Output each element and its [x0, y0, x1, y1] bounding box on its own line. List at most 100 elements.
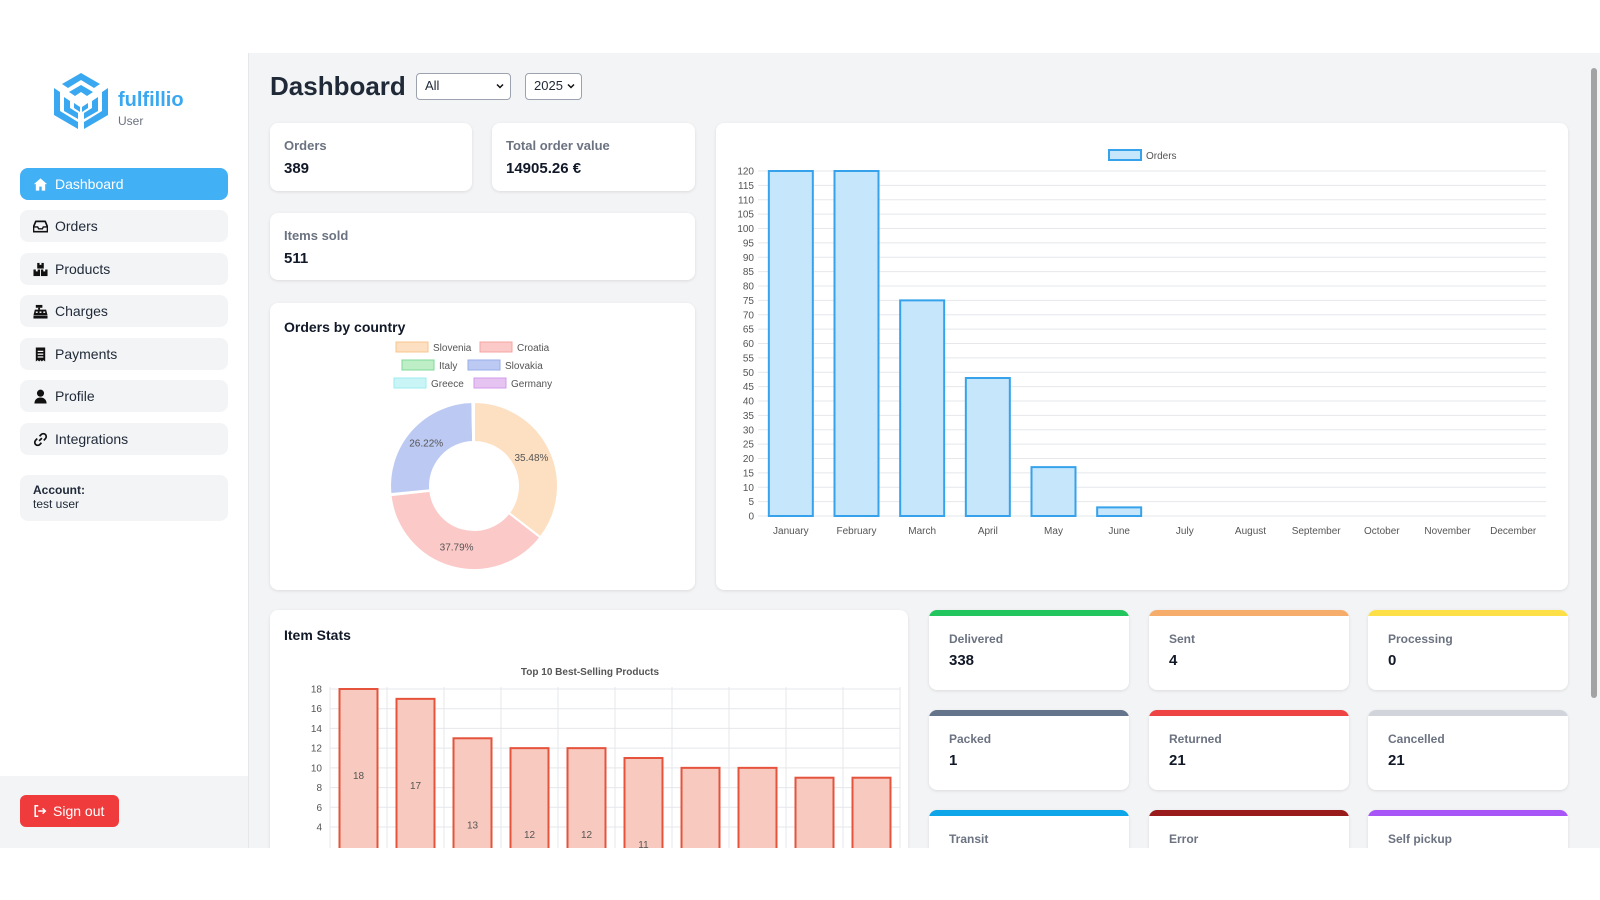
x-tick-label: August [1235, 526, 1266, 537]
bar [851, 776, 892, 848]
stat-label: Processing [1388, 632, 1453, 646]
legend-swatch [395, 341, 429, 353]
sign-out-icon [34, 804, 47, 818]
stat-label: Total order value [506, 138, 610, 153]
y-tick-label: 4 [316, 823, 322, 834]
filter-select[interactable]: All [416, 73, 511, 100]
y-tick-label: 115 [738, 181, 754, 192]
filter-select-value: All [425, 78, 440, 93]
stat-label: Returned [1169, 732, 1222, 746]
monthly-orders-chart: 0 5 10 15 20 25 30 35 40 45 50 55 60 65 70 75 80 85 90 95 10… [737, 149, 1546, 537]
status-card-returned: Returned 21 [1149, 710, 1349, 790]
stat-label: Transit [949, 832, 989, 846]
stat-label: Cancelled [1388, 732, 1445, 746]
y-tick-label: 100 [737, 224, 754, 235]
sidebar-item-label: Orders [55, 218, 98, 234]
y-tick-label: 40 [743, 397, 755, 408]
bar [794, 776, 835, 848]
bar [1096, 506, 1143, 517]
y-tick-label: 30 [743, 425, 755, 436]
bar-data-label: 12 [581, 830, 593, 841]
page-scrollbar[interactable] [1588, 53, 1600, 848]
y-tick-label: 120 [737, 167, 754, 178]
status-color-bar [929, 810, 1129, 816]
bar [395, 697, 436, 848]
y-tick-label: 8 [316, 783, 322, 794]
account-name: test user [33, 497, 80, 511]
monthly-orders-card: 0 5 10 15 20 25 30 35 40 45 50 55 60 65 70 75 80 85 90 95 10… [716, 123, 1568, 590]
bar-data-label: 12 [524, 830, 536, 841]
user-icon [34, 389, 47, 404]
x-tick-label: April [978, 526, 998, 537]
bar [1030, 466, 1077, 517]
brand-logo[interactable]: fulfillio User [54, 73, 184, 131]
scrollbar-thumb[interactable] [1591, 68, 1597, 698]
y-tick-label: 80 [743, 282, 755, 293]
status-card-transit: Transit [929, 810, 1129, 848]
y-tick-label: 15 [743, 468, 755, 479]
legend-swatch [401, 359, 435, 371]
y-tick-label: 25 [743, 440, 755, 451]
sidebar-item-payments[interactable]: Payments [20, 338, 228, 370]
sidebar-item-orders[interactable]: Orders [20, 210, 228, 242]
account-label: Account: [33, 483, 85, 497]
home-icon [33, 177, 48, 191]
x-tick-label: June [1108, 526, 1130, 537]
sidebar-item-dashboard[interactable]: Dashboard [20, 168, 228, 200]
legend-label: Germany [511, 379, 552, 390]
chevron-down-icon [496, 83, 504, 89]
sidebar-item-profile[interactable]: Profile [20, 380, 228, 412]
brand-name: fulfillio [118, 89, 184, 111]
sidebar-item-label: Integrations [55, 431, 129, 447]
stat-value: 338 [949, 652, 975, 669]
x-tick-label: May [1044, 526, 1063, 537]
y-tick-label: 90 [743, 253, 755, 264]
year-select[interactable]: 2025 [525, 73, 582, 100]
sidebar-item-label: Products [55, 261, 111, 277]
stat-label: Self pickup [1388, 832, 1453, 846]
bar [509, 747, 550, 848]
bar [833, 170, 880, 517]
y-tick-label: 55 [743, 353, 755, 364]
legend-label: Slovenia [433, 343, 472, 354]
card-title: Orders by country [284, 319, 406, 335]
app-viewport: fulfillio User Dashboard Orders Products… [0, 53, 1600, 848]
orders-stat-card: Orders 389 [270, 123, 472, 191]
x-tick-label: March [908, 526, 936, 537]
status-color-bar [1368, 810, 1568, 816]
status-card-sent: Sent 4 [1149, 610, 1349, 690]
status-card-processing: Processing 0 [1368, 610, 1568, 690]
sign-out-button[interactable]: Sign out [20, 795, 119, 827]
stat-label: Items sold [284, 228, 349, 243]
donut-slice [389, 489, 542, 571]
inbox-icon [33, 220, 48, 232]
sidebar-item-charges[interactable]: Charges [20, 295, 228, 327]
status-card-self-pickup: Self pickup [1368, 810, 1568, 848]
y-tick-label: 85 [743, 267, 755, 278]
cash-register-icon [33, 304, 48, 319]
sidebar-item-integrations[interactable]: Integrations [20, 423, 228, 455]
y-tick-label: 18 [311, 685, 323, 696]
page-title: Dashboard [270, 71, 406, 101]
legend-label: Italy [439, 361, 457, 372]
orders-by-country-chart: Slovenia Croatia Italy Slovakia Greece German… [389, 341, 559, 571]
status-card-cancelled: Cancelled 21 [1368, 710, 1568, 790]
bar [680, 766, 721, 848]
link-icon [33, 432, 48, 446]
bar-data-label: 11 [638, 840, 649, 848]
stat-value: 14905.26 € [506, 160, 582, 177]
x-tick-label: February [836, 526, 876, 537]
x-tick-label: July [1176, 526, 1194, 537]
card-title: Item Stats [284, 627, 351, 643]
y-tick-label: 110 [738, 195, 754, 206]
legend-swatch [1108, 149, 1142, 161]
bar-data-label: 17 [410, 781, 422, 792]
boxes-icon [33, 262, 48, 276]
sidebar-item-products[interactable]: Products [20, 253, 228, 285]
stat-value: 511 [284, 250, 309, 267]
sidebar: fulfillio User Dashboard Orders Products… [0, 53, 249, 848]
legend-swatch [467, 359, 501, 371]
y-tick-label: 5 [748, 497, 754, 508]
sidebar-item-label: Profile [55, 388, 95, 404]
status-color-bar [929, 710, 1129, 716]
